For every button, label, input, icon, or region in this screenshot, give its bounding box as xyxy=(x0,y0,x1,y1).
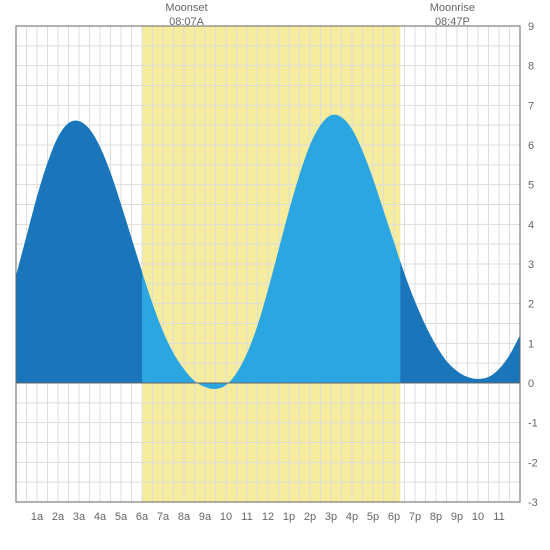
y-tick-label: 3 xyxy=(528,259,534,271)
x-tick-label: 3p xyxy=(325,511,337,523)
x-tick-label: 8p xyxy=(430,511,442,523)
x-tick-label: 6p xyxy=(388,511,400,523)
x-tick-label: 6a xyxy=(136,511,149,523)
tide-chart: -3-2-101234567891a2a3a4a5a6a7a8a9a101112… xyxy=(0,0,550,550)
x-tick-label: 10 xyxy=(220,511,232,523)
x-tick-label: 5p xyxy=(367,511,379,523)
x-tick-label: 4a xyxy=(94,511,107,523)
chart-svg: -3-2-101234567891a2a3a4a5a6a7a8a9a101112… xyxy=(0,0,550,550)
y-tick-label: 8 xyxy=(528,61,534,73)
x-tick-label: 9a xyxy=(199,511,212,523)
x-tick-label: 9p xyxy=(451,511,463,523)
moonrise-time: 08:47P xyxy=(412,15,492,29)
x-tick-label: 2p xyxy=(304,511,316,523)
moonset-label: Moonset xyxy=(147,1,227,15)
y-tick-label: 7 xyxy=(528,100,534,112)
moonrise-label: Moonrise xyxy=(412,1,492,15)
y-tick-label: -2 xyxy=(528,457,538,469)
x-tick-label: 3a xyxy=(73,511,86,523)
y-tick-label: 9 xyxy=(528,21,534,33)
y-tick-label: 0 xyxy=(528,378,534,390)
moonset-time: 08:07A xyxy=(147,15,227,29)
y-tick-label: 1 xyxy=(528,338,534,350)
x-tick-label: 11 xyxy=(241,511,252,523)
y-tick-label: 2 xyxy=(528,299,534,311)
x-tick-label: 5a xyxy=(115,511,128,523)
y-tick-label: 6 xyxy=(528,140,534,152)
moonset-annotation: Moonset 08:07A xyxy=(147,1,227,30)
y-tick-label: -3 xyxy=(528,497,538,509)
x-tick-label: 10 xyxy=(472,511,484,523)
x-tick-label: 12 xyxy=(262,511,274,523)
x-tick-label: 1a xyxy=(31,511,44,523)
moonrise-annotation: Moonrise 08:47P xyxy=(412,1,492,30)
y-tick-label: 4 xyxy=(528,219,534,231)
y-tick-label: 5 xyxy=(528,180,534,192)
x-tick-label: 7a xyxy=(157,511,170,523)
x-tick-label: 2a xyxy=(52,511,65,523)
x-tick-label: 11 xyxy=(493,511,504,523)
x-tick-label: 8a xyxy=(178,511,191,523)
y-tick-label: -1 xyxy=(528,418,538,430)
x-tick-label: 7p xyxy=(409,511,421,523)
x-tick-label: 1p xyxy=(283,511,295,523)
x-tick-label: 4p xyxy=(346,511,358,523)
